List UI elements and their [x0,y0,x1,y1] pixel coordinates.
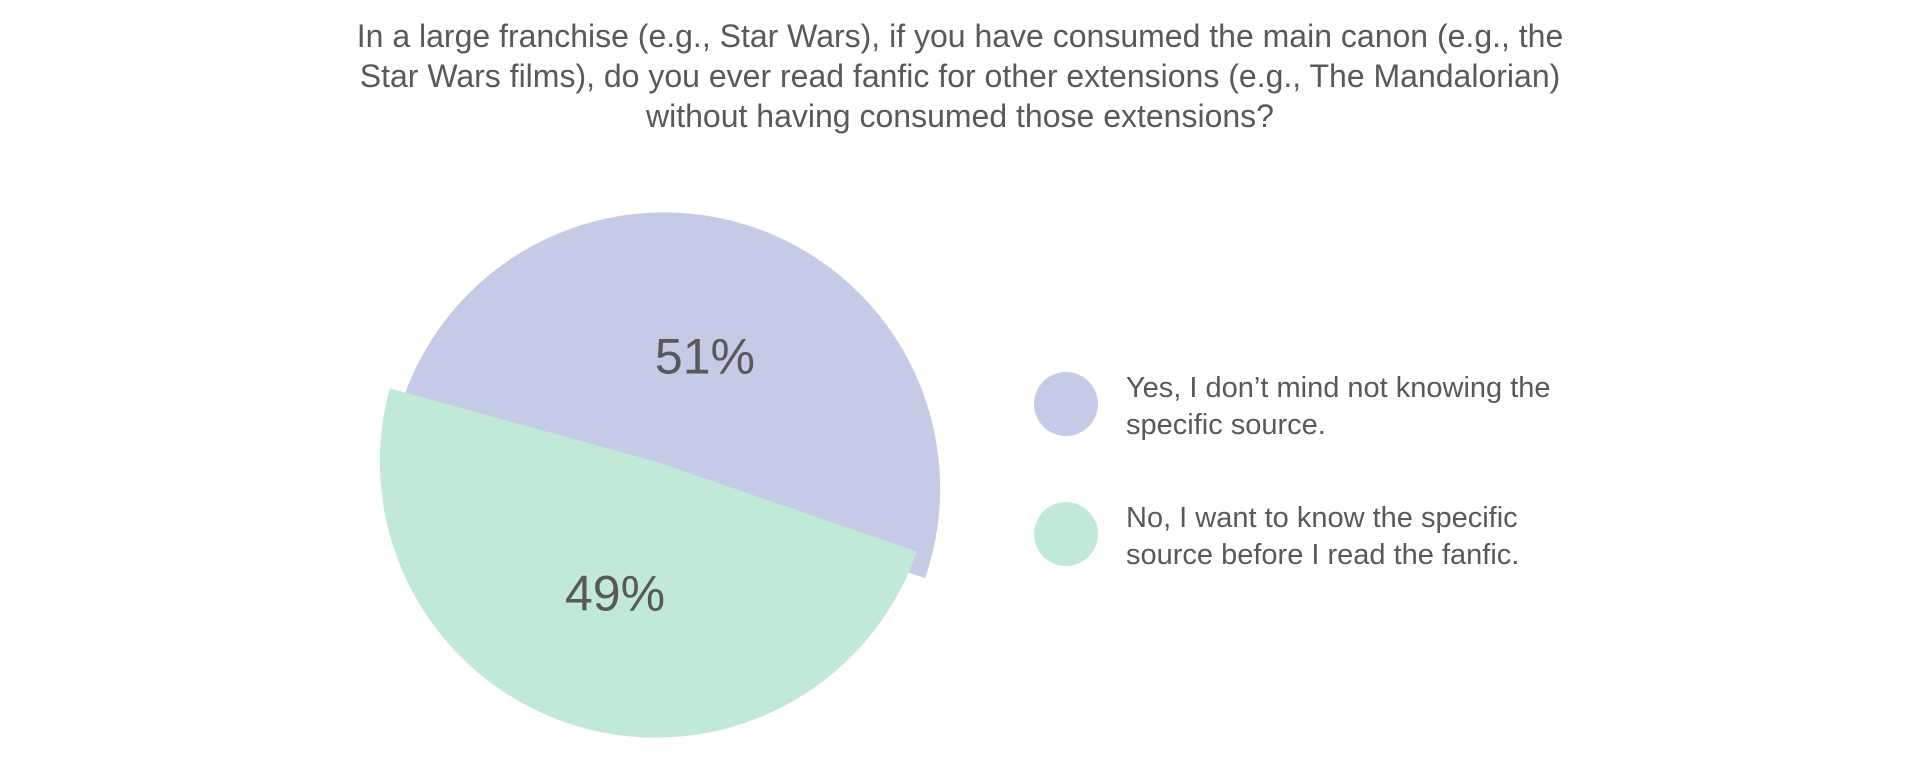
legend-label-yes: Yes, I don’t mind not knowing the specif… [1126,372,1551,441]
legend-swatch-yes [1034,372,1098,436]
legend-label-no: No, I want to know the specific source b… [1126,502,1520,571]
slice-label-no: 49% [565,565,665,621]
legend: Yes, I don’t mind not knowing the specif… [1034,372,1586,632]
chart-title: In a large franchise (e.g., Star Wars), … [356,18,1564,134]
legend-swatch-no [1034,502,1098,566]
legend-item-no: No, I want to know the specific source b… [1034,502,1586,574]
legend-item-yes: Yes, I don’t mind not knowing the specif… [1034,372,1586,444]
pie-slice-no [379,388,917,738]
pie-slice-yes [398,212,941,579]
slice-label-yes: 51% [655,329,755,385]
